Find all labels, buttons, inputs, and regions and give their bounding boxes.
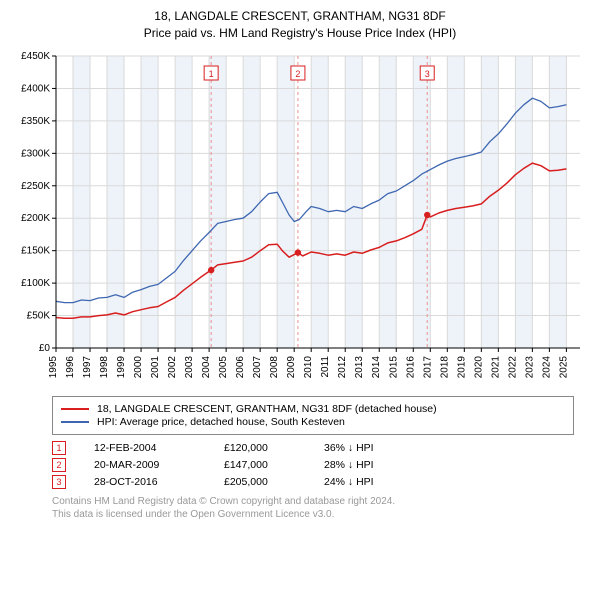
- event-price: £147,000: [224, 459, 324, 471]
- svg-text:2008: 2008: [269, 355, 280, 378]
- legend-label: HPI: Average price, detached house, Sout…: [97, 416, 345, 428]
- svg-text:2013: 2013: [354, 355, 365, 378]
- svg-text:2018: 2018: [439, 355, 450, 378]
- svg-text:2011: 2011: [320, 355, 331, 377]
- svg-text:2004: 2004: [201, 355, 212, 378]
- legend-row: 18, LANGDALE CRESCENT, GRANTHAM, NG31 8D…: [61, 403, 565, 415]
- legend-row: HPI: Average price, detached house, Sout…: [61, 416, 565, 428]
- svg-text:2023: 2023: [524, 355, 535, 378]
- event-marker-icon: 3: [52, 475, 66, 489]
- event-pct: 28% ↓ HPI: [324, 459, 434, 471]
- svg-text:2016: 2016: [405, 355, 416, 378]
- svg-text:£300K: £300K: [21, 148, 50, 159]
- svg-text:2000: 2000: [133, 355, 144, 378]
- event-pct: 36% ↓ HPI: [324, 442, 434, 454]
- svg-text:2010: 2010: [303, 355, 314, 378]
- svg-text:2005: 2005: [218, 355, 229, 378]
- svg-text:£400K: £400K: [21, 83, 50, 94]
- svg-text:£450K: £450K: [21, 51, 50, 62]
- svg-text:£350K: £350K: [21, 115, 50, 126]
- svg-text:2020: 2020: [473, 355, 484, 378]
- svg-text:2003: 2003: [184, 355, 195, 378]
- legend-label: 18, LANGDALE CRESCENT, GRANTHAM, NG31 8D…: [97, 403, 437, 415]
- svg-text:2002: 2002: [167, 355, 178, 378]
- svg-text:1: 1: [209, 69, 214, 79]
- event-table: 1 12-FEB-2004 £120,000 36% ↓ HPI 2 20-MA…: [52, 441, 574, 489]
- svg-text:2001: 2001: [150, 355, 161, 378]
- event-price: £205,000: [224, 476, 324, 488]
- legend-swatch-hpi: [61, 421, 89, 423]
- chart-area: £0 £50K £100K £150K £200K £250K £300K £350K £400…: [10, 48, 590, 388]
- footnote: Contains HM Land Registry data © Crown c…: [52, 495, 574, 521]
- footnote-line: This data is licensed under the Open Gov…: [52, 508, 574, 521]
- svg-text:2024: 2024: [541, 355, 552, 378]
- svg-text:2007: 2007: [252, 355, 263, 378]
- svg-text:2022: 2022: [507, 355, 518, 378]
- svg-text:1997: 1997: [82, 355, 93, 378]
- title-line-1: 18, LANGDALE CRESCENT, GRANTHAM, NG31 8D…: [6, 8, 594, 25]
- svg-text:2019: 2019: [456, 355, 467, 378]
- event-date: 12-FEB-2004: [94, 442, 224, 454]
- table-row: 3 28-OCT-2016 £205,000 24% ↓ HPI: [52, 475, 574, 489]
- svg-text:1995: 1995: [48, 355, 59, 378]
- svg-text:£50K: £50K: [27, 310, 51, 321]
- footnote-line: Contains HM Land Registry data © Crown c…: [52, 495, 574, 508]
- svg-text:£250K: £250K: [21, 180, 50, 191]
- svg-text:2015: 2015: [388, 355, 399, 378]
- svg-text:2014: 2014: [371, 355, 382, 378]
- svg-text:1999: 1999: [116, 355, 127, 378]
- legend-swatch-property: [61, 408, 89, 410]
- svg-text:£200K: £200K: [21, 213, 50, 224]
- svg-text:£0: £0: [39, 343, 51, 354]
- svg-text:2012: 2012: [337, 355, 348, 378]
- line-chart-svg: £0 £50K £100K £150K £200K £250K £300K £350K £400…: [10, 48, 598, 388]
- svg-text:2009: 2009: [286, 355, 297, 378]
- svg-text:£150K: £150K: [21, 245, 50, 256]
- title-line-2: Price paid vs. HM Land Registry's House …: [6, 25, 594, 42]
- event-marker-icon: 1: [52, 441, 66, 455]
- event-pct: 24% ↓ HPI: [324, 476, 434, 488]
- svg-text:1996: 1996: [65, 355, 76, 378]
- event-date: 20-MAR-2009: [94, 459, 224, 471]
- svg-text:2025: 2025: [558, 355, 569, 378]
- event-marker-icon: 2: [52, 458, 66, 472]
- table-row: 2 20-MAR-2009 £147,000 28% ↓ HPI: [52, 458, 574, 472]
- chart-title: 18, LANGDALE CRESCENT, GRANTHAM, NG31 8D…: [6, 8, 594, 42]
- svg-text:£100K: £100K: [21, 278, 50, 289]
- svg-text:2017: 2017: [422, 355, 433, 378]
- svg-text:3: 3: [425, 69, 430, 79]
- legend: 18, LANGDALE CRESCENT, GRANTHAM, NG31 8D…: [52, 396, 574, 435]
- svg-text:2021: 2021: [490, 355, 501, 378]
- chart-container: 18, LANGDALE CRESCENT, GRANTHAM, NG31 8D…: [0, 0, 600, 529]
- event-date: 28-OCT-2016: [94, 476, 224, 488]
- svg-text:2: 2: [295, 69, 300, 79]
- svg-text:2006: 2006: [235, 355, 246, 378]
- event-price: £120,000: [224, 442, 324, 454]
- svg-text:1998: 1998: [99, 355, 110, 378]
- table-row: 1 12-FEB-2004 £120,000 36% ↓ HPI: [52, 441, 574, 455]
